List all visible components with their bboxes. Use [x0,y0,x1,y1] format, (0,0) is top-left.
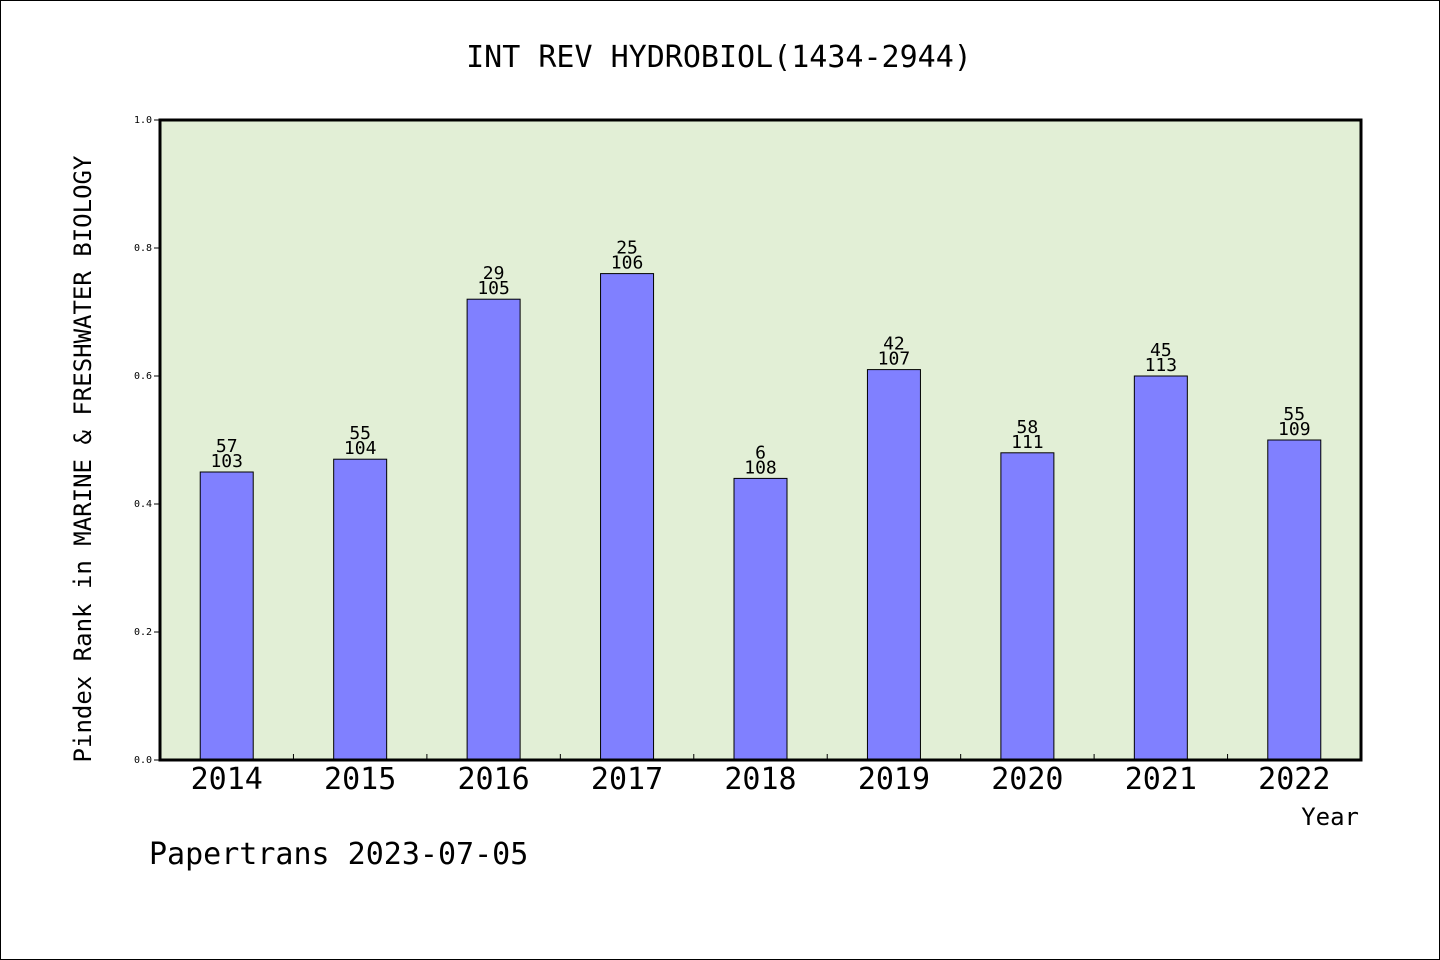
y-tick-label: 0.4 [134,499,152,510]
bar-total-label: 113 [1145,355,1178,376]
bar-total-label: 104 [344,438,377,459]
bar-total-label: 107 [878,349,911,370]
bar-rank-label: 42 [883,334,905,355]
x-tick-label: 2021 [1125,762,1197,797]
bar [1000,452,1055,761]
x-tick-label: 2022 [1258,762,1330,797]
bar [866,369,921,761]
bar [1267,439,1322,761]
x-tick-label: 2015 [324,762,396,797]
bar-rank-label: 25 [616,238,638,259]
x-tick-label: 2019 [858,762,930,797]
bar-rank-label: 45 [1150,340,1172,361]
bar [733,477,788,761]
plot-border [158,118,1363,762]
footer-text: Papertrans 2023-07-05 [149,837,528,872]
chart-title: INT REV HYDROBIOL(1434-2944) [466,40,972,75]
x-axis-label: Year [1301,803,1359,831]
bar [333,458,388,761]
x-tick-label: 2018 [724,762,796,797]
y-tick-label: 1.0 [134,115,152,126]
bar [466,298,521,761]
bar-total-label: 111 [1011,432,1044,453]
bar-rank-label: 55 [1283,404,1305,425]
bar-rank-label: 58 [1017,417,1039,438]
bar-total-label: 108 [744,457,777,478]
bar-total-label: 103 [210,451,243,472]
bar-rank-label: 57 [216,436,238,457]
bar-rank-label: 29 [483,263,505,284]
y-tick-label: 0.0 [134,755,152,766]
x-tick-label: 2020 [991,762,1063,797]
bar [600,273,655,761]
bar-total-label: 105 [477,278,510,299]
y-axis-label: Pindex Rank in MARINE & FRESHWATER BIOLO… [69,155,97,762]
y-tick-label: 0.6 [134,371,152,382]
bar-total-label: 109 [1278,419,1311,440]
bar-rank-label: 55 [349,423,371,444]
bar-rank-label: 6 [755,442,766,463]
y-tick-label: 0.2 [134,627,152,638]
x-tick-label: 2014 [191,762,263,797]
x-tick-label: 2016 [457,762,529,797]
x-tick-label: 2017 [591,762,663,797]
bar [1133,375,1188,761]
bar [199,471,254,761]
bar-total-label: 106 [611,253,644,274]
plot-area: 0.00.20.40.60.81.05710320145510420152910… [134,115,1363,797]
y-tick-label: 0.8 [134,243,152,254]
